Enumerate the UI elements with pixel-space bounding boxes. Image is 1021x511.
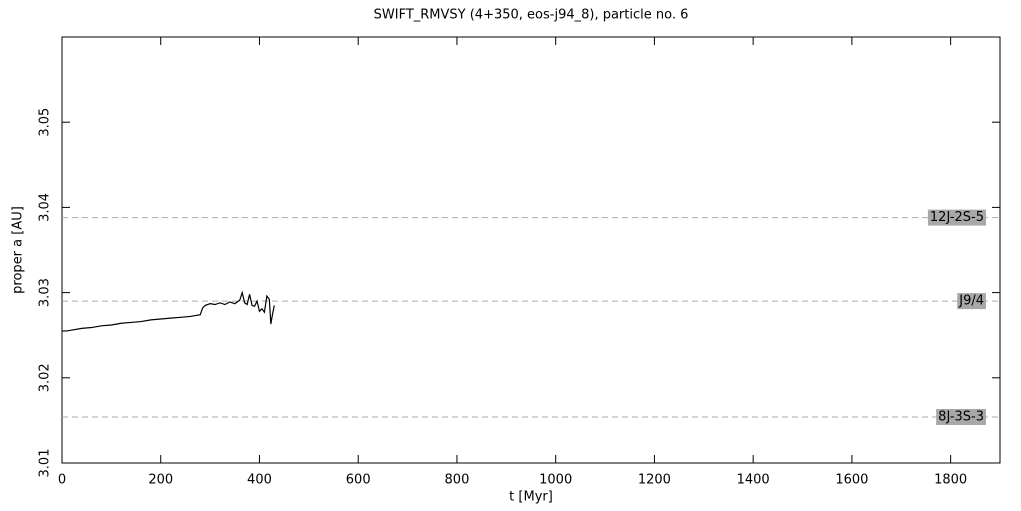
y-axis-label: proper a [AU] xyxy=(11,206,26,294)
y-tick-label: 3.01 xyxy=(38,449,53,478)
reference-label-bg xyxy=(927,209,986,226)
y-tick-label: 3.02 xyxy=(38,363,53,392)
x-axis-label: t [Myr] xyxy=(509,490,553,505)
y-tick-label: 3.05 xyxy=(38,108,53,137)
x-tick-label: 1000 xyxy=(539,473,572,488)
x-tick-label: 1400 xyxy=(737,473,770,488)
x-tick-label: 0 xyxy=(58,473,66,488)
y-tick-label: 3.03 xyxy=(38,278,53,307)
x-tick-label: 1800 xyxy=(934,473,967,488)
data-line xyxy=(62,290,275,332)
reference-label-bg xyxy=(957,293,986,310)
reference-label-bg xyxy=(936,408,986,425)
x-tick-label: 800 xyxy=(445,473,470,488)
reference-label: 8J-3S-3 xyxy=(938,409,984,424)
plot-frame xyxy=(61,36,1001,464)
x-tick-label: 1200 xyxy=(638,473,671,488)
reference-label: 12J-2S-5 xyxy=(930,210,984,225)
x-tick-label: 400 xyxy=(247,473,272,488)
x-tick-label: 600 xyxy=(346,473,371,488)
chart-title: SWIFT_RMVSY (4+350, eos-j94_8), particle… xyxy=(374,8,689,23)
x-tick-label: 1600 xyxy=(835,473,868,488)
x-tick-label: 200 xyxy=(148,473,173,488)
reference-label: J9/4 xyxy=(958,294,984,309)
y-tick-label: 3.04 xyxy=(38,193,53,222)
